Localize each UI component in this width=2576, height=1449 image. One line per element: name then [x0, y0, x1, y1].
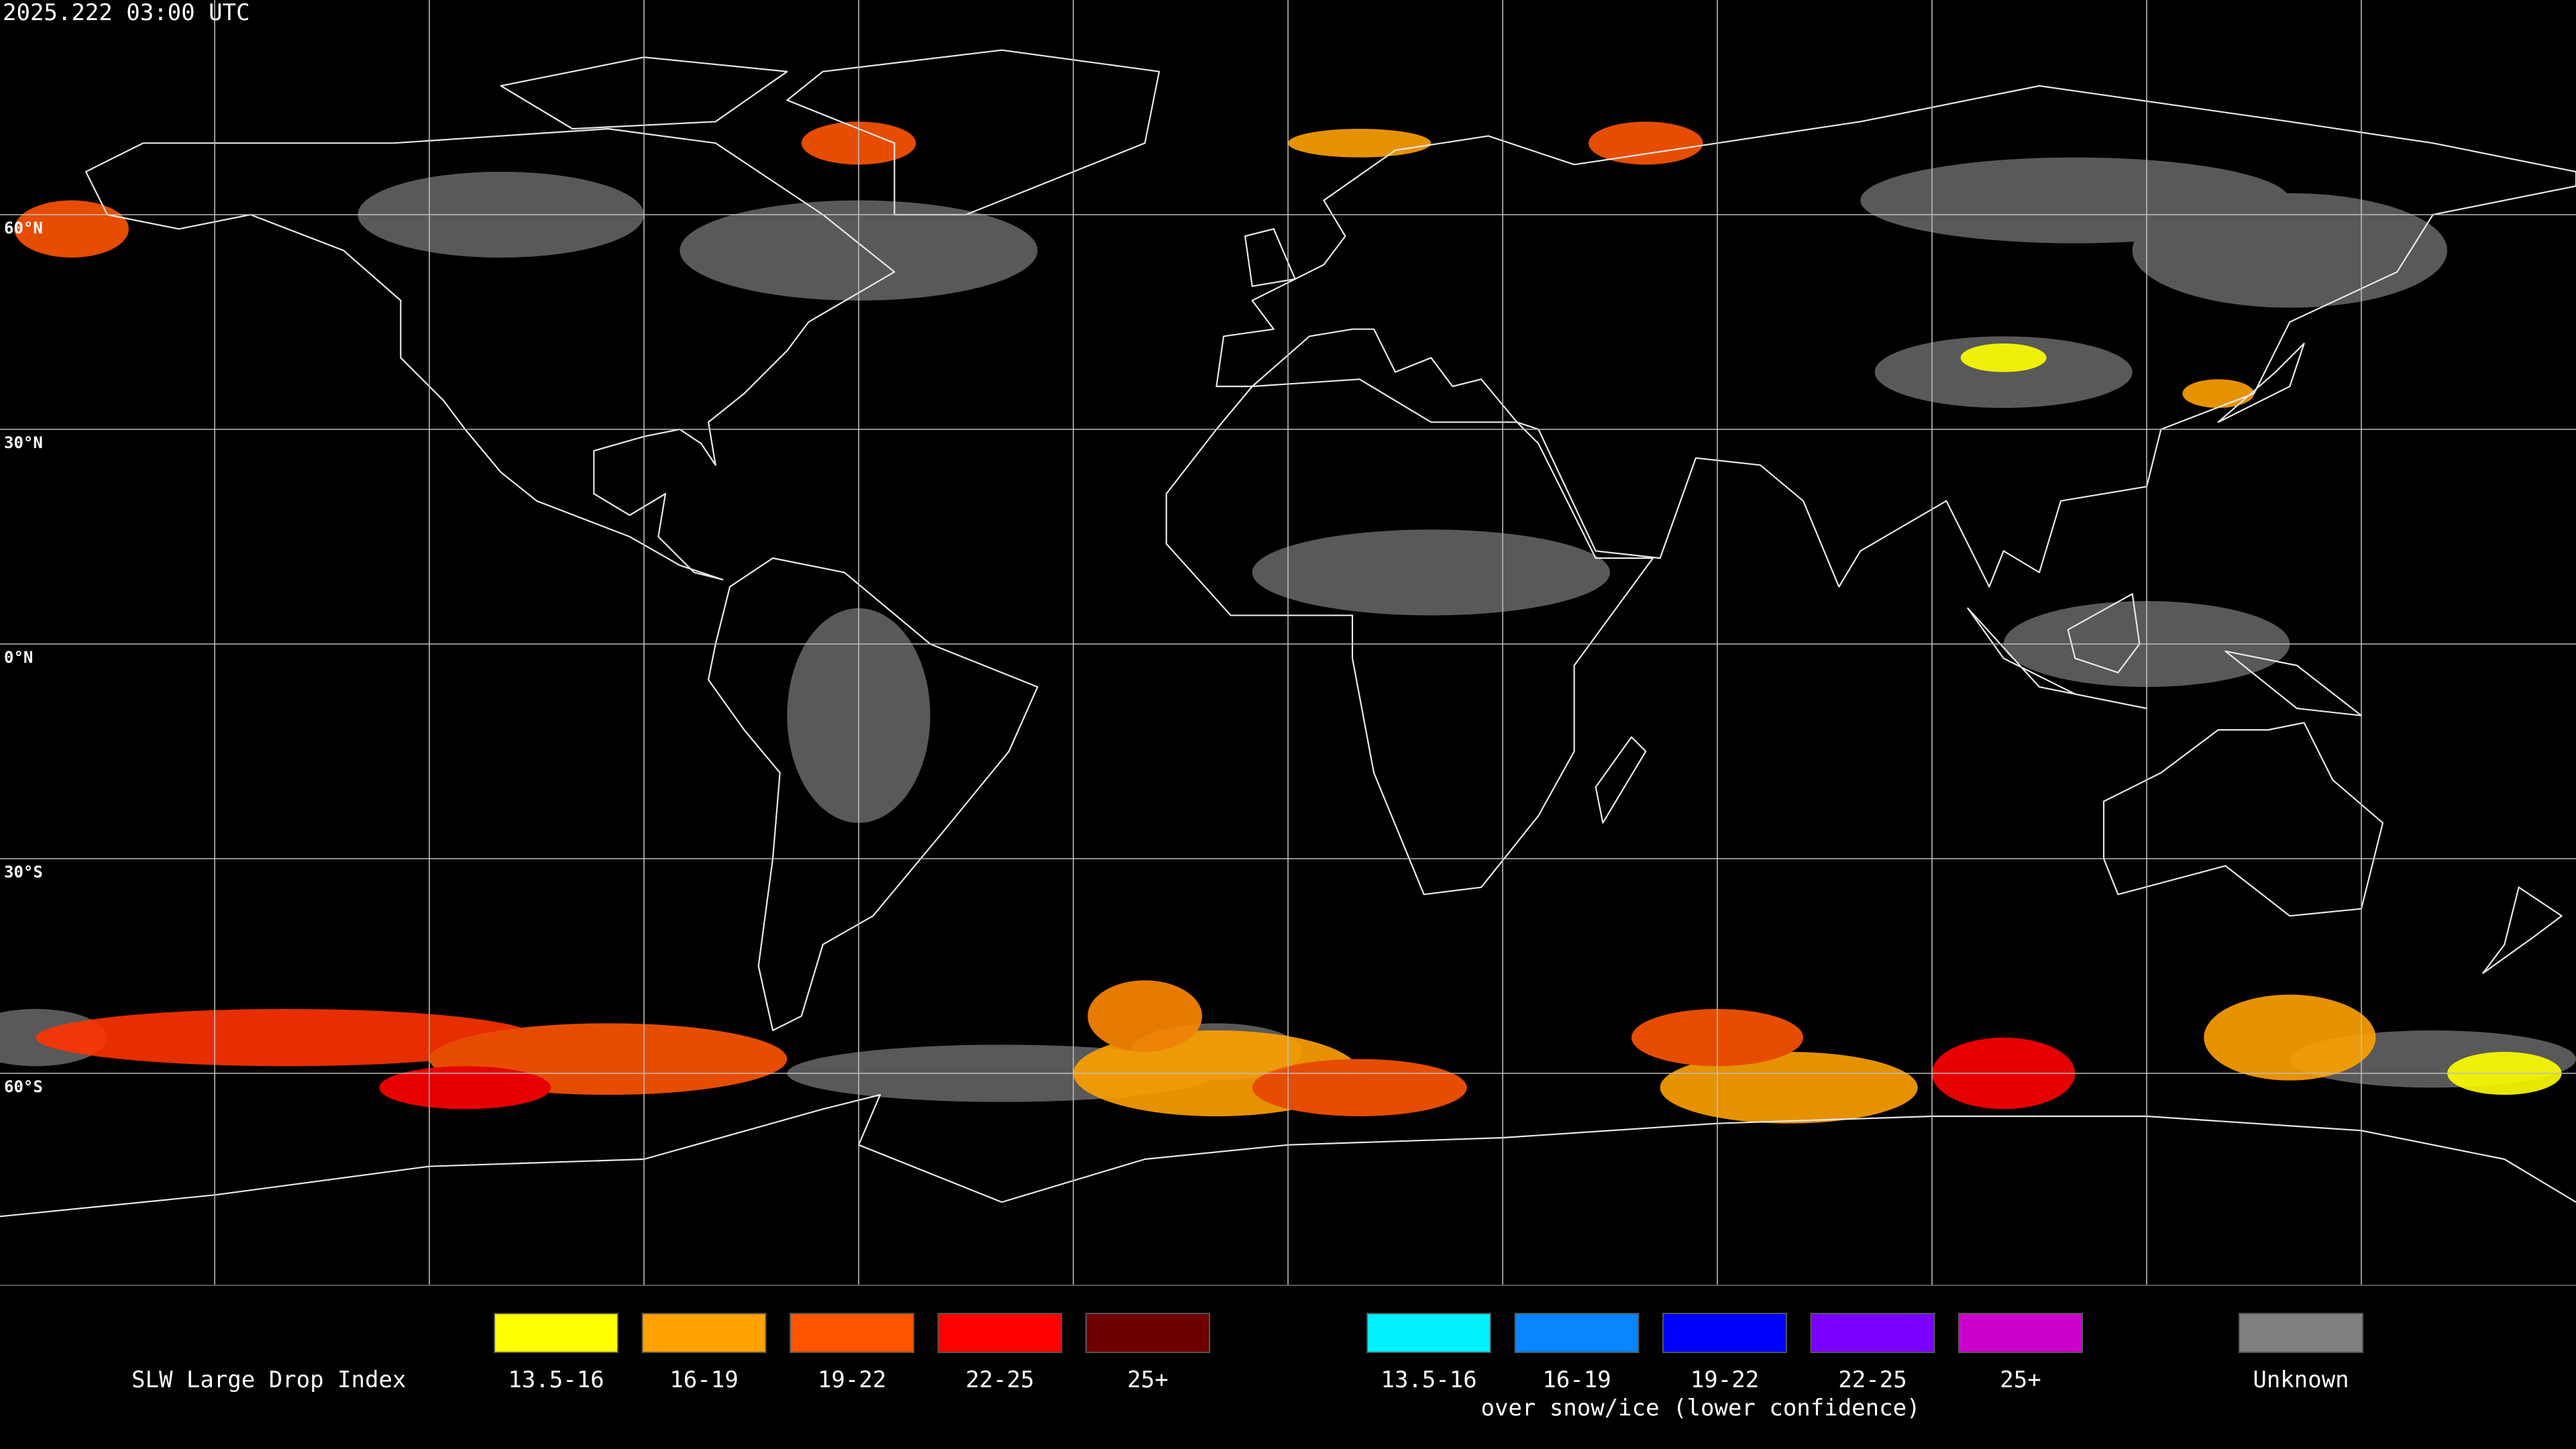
legend-label: 16-19 [669, 1366, 738, 1393]
snow-ice-caption: over snow/ice (lower confidence) [1481, 1395, 1920, 1421]
legend-label: 22-25 [965, 1366, 1034, 1393]
legend-label: Unknown [2253, 1366, 2349, 1393]
legend-label: 13.5-16 [1381, 1366, 1477, 1393]
latitude-label: 30°N [4, 433, 43, 452]
legend-swatch [1810, 1313, 1935, 1353]
legend-label: 16-19 [1542, 1366, 1611, 1393]
latitude-label: 0°N [4, 648, 33, 667]
legend-label: 25+ [2000, 1366, 2041, 1393]
legend-swatch [1958, 1313, 2083, 1353]
legend-label: 22-25 [1838, 1366, 1907, 1393]
legend-swatch [641, 1313, 767, 1353]
legend-label: 25+ [1127, 1366, 1168, 1393]
coastlines [0, 50, 2576, 1217]
legend-swatch [494, 1313, 619, 1353]
cloud-field [0, 121, 2576, 1124]
graticule [0, 0, 2576, 1285]
legend-swatch [1085, 1313, 1210, 1353]
legend-swatch [1662, 1313, 1787, 1353]
timestamp: 2025.222 03:00 UTC [3, 0, 250, 26]
legend-swatch [1514, 1313, 1640, 1353]
legend-label: 19-22 [818, 1366, 886, 1393]
map: 60°N 30°N 0°N 30°S 60°S [0, 0, 2576, 1286]
legend: SLW Large Drop Index over snow/ice (lowe… [131, 1313, 2363, 1421]
latitude-label: 60°N [4, 219, 43, 237]
legend-label: 19-22 [1690, 1366, 1759, 1393]
legend-label: 13.5-16 [508, 1366, 604, 1393]
legend-swatch [2239, 1313, 2363, 1353]
latitude-label: 60°S [4, 1077, 43, 1096]
legend-swatch [790, 1313, 914, 1353]
legend-swatch [1366, 1313, 1491, 1353]
latitude-label: 30°S [4, 863, 43, 881]
latitude-labels: 60°N 30°N 0°N 30°S 60°S [4, 219, 43, 1096]
legend-title: SLW Large Drop Index [131, 1366, 406, 1393]
legend-swatch [937, 1313, 1063, 1353]
